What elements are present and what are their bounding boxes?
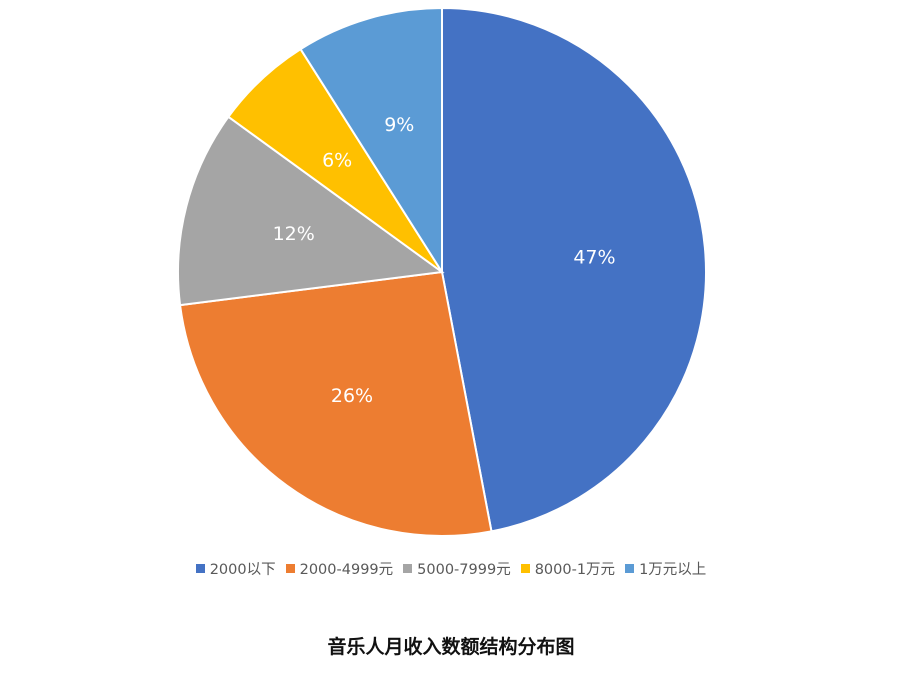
slice-label-2: 26% bbox=[331, 385, 373, 407]
legend-item-5: 1万元以上 bbox=[625, 558, 706, 579]
slice-label-3: 12% bbox=[273, 223, 315, 245]
pie-slice-1 bbox=[441, 6, 707, 533]
legend-label: 2000以下 bbox=[209, 562, 276, 578]
legend-swatch bbox=[285, 564, 295, 573]
pie-slice-2 bbox=[178, 270, 493, 537]
chart-legend: 2000以下 2000-4999元 5000-7999元 8000-1万元 1万元以上 bbox=[0, 558, 902, 579]
legend-label: 8000-1万元 bbox=[534, 562, 616, 578]
legend-swatch bbox=[403, 564, 413, 573]
legend-item-4: 8000-1万元 bbox=[520, 558, 616, 579]
pie-slice-5 bbox=[299, 6, 443, 276]
legend-item-2: 2000-4999元 bbox=[285, 558, 394, 579]
legend-label: 1万元以上 bbox=[639, 562, 707, 578]
legend-label: 2000-4999元 bbox=[299, 562, 394, 578]
legend-swatch bbox=[195, 564, 205, 573]
legend-item-1: 2000以下 bbox=[195, 558, 276, 579]
slice-label-5: 9% bbox=[384, 114, 414, 136]
legend-swatch bbox=[520, 564, 530, 573]
slice-label-4: 6% bbox=[322, 149, 352, 171]
slice-label-1: 47% bbox=[573, 247, 615, 269]
chart-title: 音乐人月收入数额结构分布图 bbox=[327, 636, 575, 658]
legend-swatch bbox=[625, 564, 635, 573]
pie-slice-3 bbox=[177, 115, 445, 307]
legend-item-3: 5000-7999元 bbox=[403, 558, 511, 579]
legend-label: 5000-7999元 bbox=[417, 562, 511, 578]
